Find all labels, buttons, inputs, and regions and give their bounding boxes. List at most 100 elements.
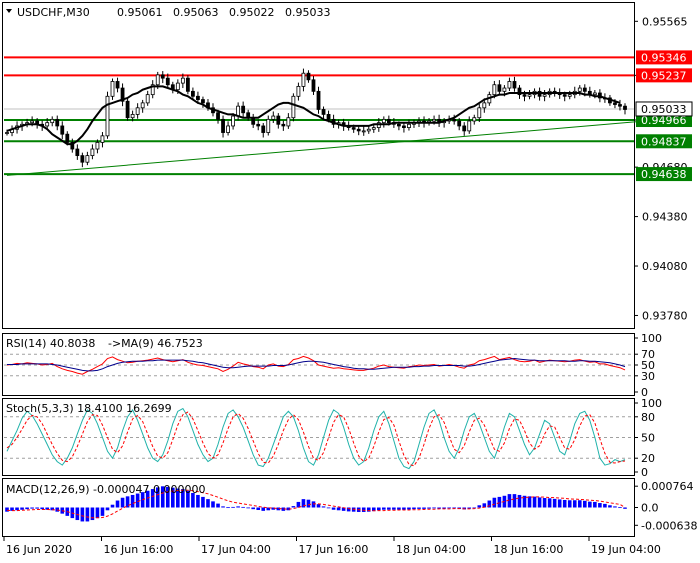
candle-body [261,125,266,133]
macd-bar [80,507,85,522]
macd-bar [145,490,150,508]
macd-bar [467,507,472,509]
y-tick-label: 70 [641,348,655,361]
candle-body [155,74,160,86]
axes-layer: 0.955650.952370.949660.946800.943800.940… [3,15,697,556]
macd-bar [442,507,446,509]
macd-bar [286,507,291,511]
macd-bar [176,488,180,508]
candle-body [276,115,281,125]
macd-bar [30,507,34,509]
macd-bar [256,507,261,511]
macd-bar [517,494,522,508]
level-price-label: 0.94837 [641,135,687,148]
candle-body [55,118,60,127]
candle-body [407,123,411,128]
macd-bar [623,507,627,509]
macd-bar [412,507,416,510]
macd-bar [557,499,562,508]
candle-body [130,114,135,119]
macd-bar [231,506,235,508]
candle-body [70,142,75,150]
macd-bar [387,507,391,510]
candle-body [457,120,462,127]
macd-bar [306,499,311,508]
macd-bar [25,507,29,510]
rsi-layer [4,353,634,377]
candle-body [306,72,311,81]
macd-bar [397,507,401,510]
level-price-tag [636,50,692,65]
candle-body [522,94,527,97]
macd-bar [15,507,19,511]
candle-body [577,87,582,92]
macd-bar [532,496,537,508]
rsi-ma-header: ->MA(9) 46.7523 [108,337,203,350]
candle-body [140,102,145,109]
collapse-arrow-icon[interactable] [6,9,12,13]
candle-body [326,114,331,120]
candle-body [65,133,70,143]
macd-bar [608,505,612,508]
candle-body [45,122,50,127]
stoch-header: Stoch(5,3,3) 18.4100 16.2699 [6,402,172,415]
macd-bar [577,500,582,508]
macd-bar [206,499,210,508]
macd-bar [321,506,326,508]
candle-body [351,127,356,130]
level-price-label: 0.95346 [641,51,687,64]
candle-body [386,118,391,124]
macd-bar [35,507,39,509]
candle-body [100,135,105,143]
x-tick-label: 17 Jun 16:00 [299,543,369,556]
macd-bar [135,493,140,508]
macd-bar [271,507,276,510]
ohlc-close: 0.95033 [285,6,331,19]
macd-bar [160,486,165,508]
candle-body [497,84,502,92]
candle-body [231,115,235,127]
macd-bar [497,496,502,508]
candle-body [50,118,55,124]
y-tick-label: 50 [641,359,655,372]
candle-body [85,155,90,163]
x-tick-label: 16 Jun 16:00 [104,543,174,556]
level-price-tag [636,68,692,83]
macd-bar [522,495,527,508]
y-tick-label: 0.95565 [642,15,688,28]
macd-bar [346,507,351,512]
macd-bar [562,499,567,508]
macd-layer [5,486,627,522]
macd-bar [477,505,482,508]
macd-bar [482,503,487,508]
x-tick-label: 18 Jun 16:00 [494,543,564,556]
candle-body [115,81,120,89]
macd-bar [105,507,110,511]
y-tick-label: 0.94080 [642,260,688,273]
candle-body [361,130,366,133]
macd-signal-line [6,489,626,519]
candle-body [110,81,115,97]
candle-body [145,94,150,104]
candle-body [582,87,587,92]
candle-body [397,123,401,127]
candle-body [75,148,80,157]
candle-body [180,77,185,84]
macd-bar [613,506,617,508]
candle-body [216,112,220,120]
macd-bar [583,500,587,508]
macd-bar [296,501,301,508]
level-price-tag [636,113,692,128]
y-tick-label: -0.000638 [641,519,697,532]
candle-body [316,90,321,110]
macd-bar [407,507,411,510]
candle-body [402,125,406,128]
candle-body [613,102,617,105]
macd-bar [125,496,130,508]
macd-bar [377,507,381,511]
macd-bar [402,507,406,510]
candle-body [281,123,286,127]
macd-bar [366,507,371,512]
macd-bar [326,507,331,509]
candle-body [371,127,376,130]
